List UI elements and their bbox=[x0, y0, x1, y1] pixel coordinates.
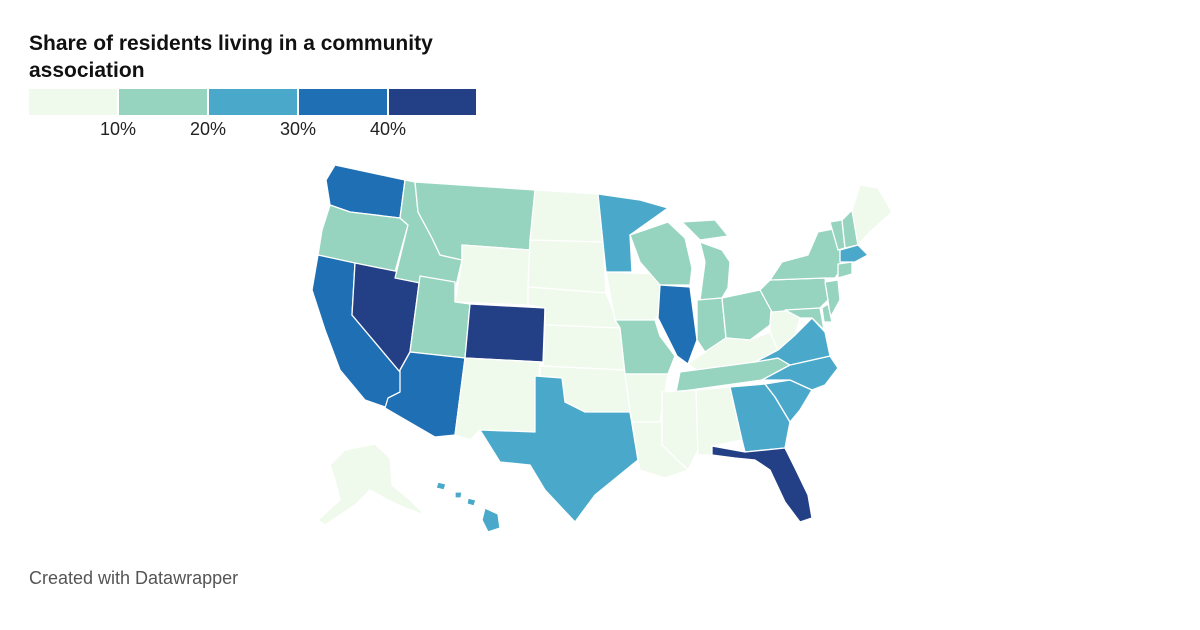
legend-tick-20: 20% bbox=[189, 119, 227, 139]
state-DE[interactable] bbox=[821, 303, 833, 323]
state-ME[interactable] bbox=[851, 184, 893, 246]
legend-bin-10-20 bbox=[119, 89, 207, 115]
state-HI[interactable] bbox=[435, 481, 501, 533]
state-SD[interactable] bbox=[527, 239, 607, 294]
state-NM[interactable] bbox=[454, 357, 541, 441]
state-WI[interactable] bbox=[629, 221, 693, 286]
legend-bin-0-10 bbox=[29, 89, 117, 115]
state-NJ[interactable] bbox=[824, 279, 841, 319]
state-MS[interactable] bbox=[661, 389, 699, 471]
legend-tick-labels: 10% 20% 30% 40% bbox=[29, 119, 477, 143]
datawrapper-credit: Created with Datawrapper bbox=[29, 568, 239, 588]
state-MA[interactable] bbox=[839, 244, 869, 263]
state-PA[interactable] bbox=[759, 277, 829, 313]
legend-tick-30: 30% bbox=[279, 119, 317, 139]
legend-tick-10: 10% bbox=[99, 119, 137, 139]
state-CT[interactable] bbox=[837, 261, 853, 279]
chart-title: Share of residents living in a community… bbox=[29, 32, 433, 82]
legend-tick-40: 40% bbox=[369, 119, 407, 139]
state-MO[interactable] bbox=[614, 319, 676, 375]
state-FL[interactable] bbox=[711, 445, 813, 523]
state-NY[interactable] bbox=[769, 227, 843, 281]
state-MI[interactable] bbox=[681, 219, 731, 301]
state-CO[interactable] bbox=[464, 303, 546, 363]
state-TX[interactable] bbox=[479, 375, 639, 523]
state-KS[interactable] bbox=[542, 324, 626, 371]
state-AK[interactable] bbox=[317, 443, 426, 526]
state-OR[interactable] bbox=[317, 204, 409, 273]
legend-bin-40-plus bbox=[389, 89, 476, 115]
us-choropleth-map bbox=[300, 150, 920, 540]
legend-color-bins bbox=[29, 89, 477, 115]
state-MD[interactable] bbox=[784, 307, 825, 331]
legend-bin-20-30 bbox=[209, 89, 297, 115]
legend-bin-30-40 bbox=[299, 89, 387, 115]
state-ND[interactable] bbox=[529, 189, 604, 243]
state-WY[interactable] bbox=[454, 244, 531, 306]
